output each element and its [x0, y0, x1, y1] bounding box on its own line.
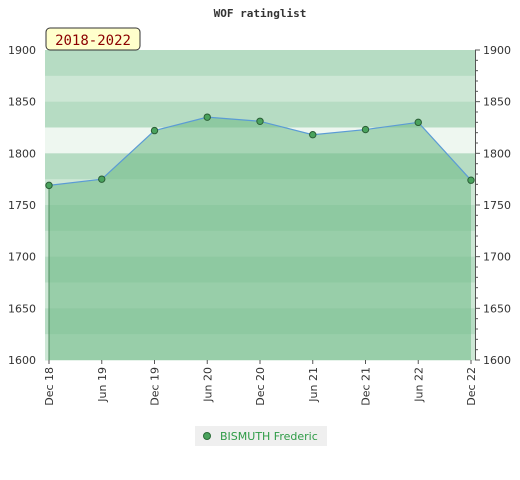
legend: BISMUTH Frederic: [195, 426, 327, 446]
x-axis: Dec 18 Jun 19 Dec 19 Jun 20 Dec 20 Jun 21 Dec …: [43, 360, 478, 406]
y-tick-label-right: 1650: [483, 302, 511, 315]
y-tick-label-right: 1700: [483, 251, 511, 264]
chart-title: WOF ratinglist: [214, 7, 307, 20]
data-markers: [45, 113, 475, 190]
y-tick-label-right: 1850: [483, 96, 511, 109]
legend-entry: BISMUTH Frederic: [220, 430, 318, 443]
data-point: [98, 175, 106, 183]
y-tick-label-right: 1900: [483, 44, 511, 57]
data-point: [45, 181, 53, 190]
y-tick-label-left: 1800: [8, 147, 36, 160]
data-point: [256, 117, 264, 126]
x-tick-label: Dec 20: [254, 367, 267, 406]
y-tick-label-left: 1600: [8, 354, 36, 367]
series-area: [49, 117, 471, 361]
x-tick-label: Dec 18: [43, 367, 56, 406]
x-tick-label: Dec 21: [360, 367, 373, 406]
period-badge: 2018-2022: [45, 27, 141, 51]
data-point: [361, 125, 370, 134]
y-axis-left: 1600 1650 1700 1750 1800 1850 1900: [8, 44, 36, 367]
data-point: [414, 118, 422, 127]
y-tick-label-left: 1650: [8, 302, 36, 315]
x-tick-label: Jun 21: [307, 367, 320, 403]
legend-marker: [203, 432, 211, 440]
x-tick-label: Dec 22: [465, 367, 478, 406]
x-tick-label: Dec 19: [149, 367, 162, 406]
data-point: [203, 113, 211, 121]
y-tick-label-right: 1750: [483, 199, 511, 212]
period-label: 2018-2022: [55, 33, 131, 49]
y-tick-label-left: 1750: [8, 199, 36, 212]
y-tick-label-right: 1800: [483, 147, 511, 160]
y-tick-label-left: 1700: [8, 251, 36, 264]
period-badge-box: [45, 27, 141, 51]
y-tick-label-left: 1850: [8, 96, 36, 109]
y-axis-right: 1600 1650 1700 1750 1800 1850 1900: [475, 44, 511, 367]
legend-box: [195, 426, 327, 446]
x-tick-label: Jun 19: [96, 367, 109, 403]
data-point: [467, 176, 475, 184]
y-tick-label-left: 1900: [8, 44, 36, 57]
data-point: [150, 126, 159, 135]
x-tick-label: Jun 20: [201, 367, 214, 403]
grid-band: [45, 75, 475, 103]
y-tick-label-right: 1600: [483, 354, 511, 367]
data-point: [309, 131, 317, 139]
x-tick-label: Jun 22: [412, 367, 425, 403]
grid-band: [45, 50, 475, 77]
